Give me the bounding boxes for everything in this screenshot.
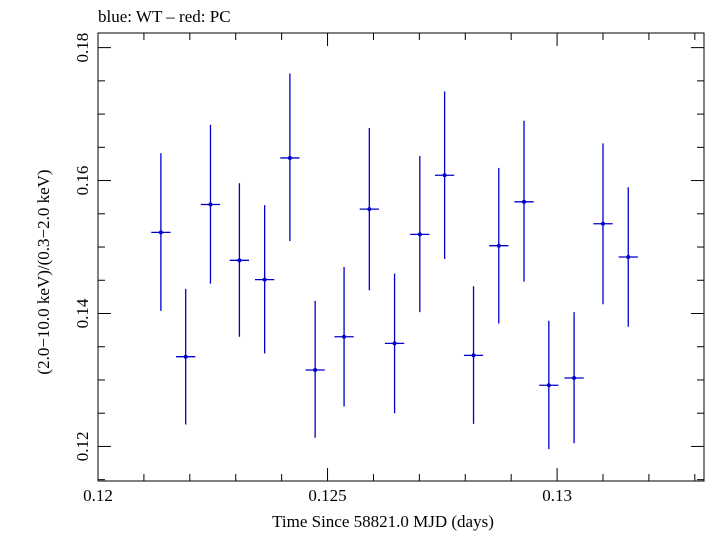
data-point — [442, 173, 447, 178]
data-point — [237, 258, 242, 263]
data-point — [287, 155, 292, 160]
data-point — [572, 375, 577, 380]
y-tick-label: 0.18 — [73, 33, 92, 63]
data-point — [601, 221, 605, 226]
data-point — [158, 230, 163, 235]
data-series-wt — [151, 73, 638, 450]
data-point — [367, 207, 372, 212]
x-tick-label: 0.13 — [542, 486, 572, 505]
y-tick-label: 0.12 — [73, 432, 92, 462]
data-point — [417, 232, 422, 237]
data-point — [313, 367, 318, 372]
y-tick-label: 0.14 — [73, 298, 92, 328]
x-tick-label: 0.12 — [83, 486, 113, 505]
data-point — [342, 334, 347, 339]
x-tick-label: 0.125 — [308, 486, 346, 505]
data-point — [626, 255, 631, 259]
data-point — [496, 243, 501, 248]
data-point — [522, 199, 527, 204]
axis-ticks: 0.12 0.125 0.13 0.12 0.14 0.16 0.18 — [73, 33, 704, 505]
plot-frame — [97, 32, 705, 482]
data-point — [262, 277, 267, 282]
data-point — [471, 353, 476, 358]
chart-title: blue: WT – red: PC — [98, 7, 231, 26]
data-point — [392, 341, 397, 346]
y-axis-title: (2.0−10.0 keV)/(0.3−2.0 keV) — [34, 169, 53, 374]
data-point — [208, 202, 213, 207]
data-point — [546, 383, 551, 388]
y-tick-label: 0.16 — [73, 166, 92, 196]
x-axis-title: Time Since 58821.0 MJD (days) — [272, 512, 494, 531]
data-point — [183, 354, 188, 359]
